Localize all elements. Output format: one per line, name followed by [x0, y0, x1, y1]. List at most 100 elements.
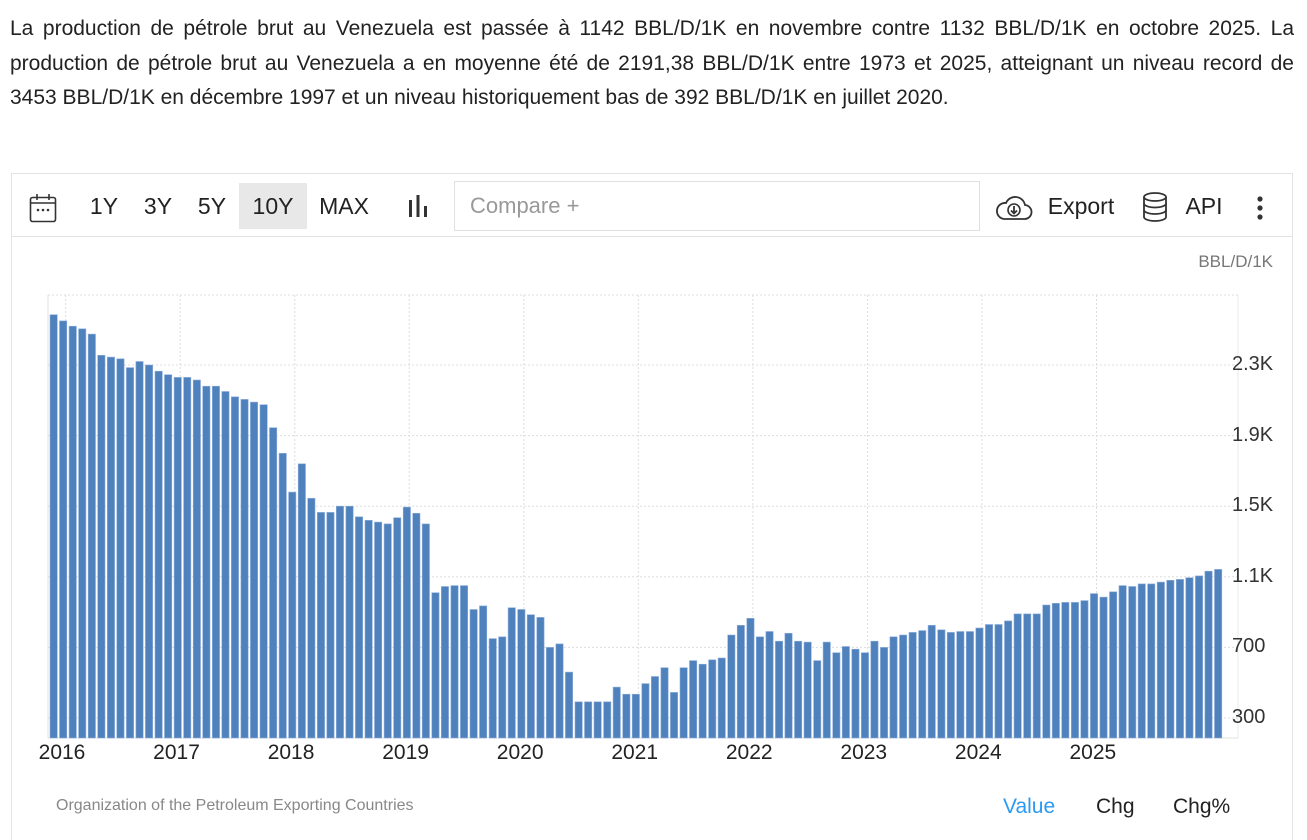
bar[interactable] — [1195, 575, 1204, 739]
bar[interactable] — [68, 325, 77, 739]
bar[interactable] — [775, 640, 784, 739]
bar[interactable] — [183, 377, 192, 739]
bar[interactable] — [460, 585, 468, 739]
bar[interactable] — [1147, 583, 1156, 739]
range-5y-button[interactable]: 5Y — [197, 193, 227, 219]
bar[interactable] — [107, 356, 115, 739]
bar[interactable] — [240, 399, 249, 739]
range-10y-button[interactable]: 10Y — [239, 183, 307, 229]
bar[interactable] — [794, 640, 803, 739]
bar[interactable] — [1080, 600, 1089, 739]
bar[interactable] — [927, 624, 936, 739]
bar[interactable] — [383, 523, 392, 739]
bar[interactable] — [297, 463, 306, 739]
bar[interactable] — [402, 506, 411, 739]
bar[interactable] — [221, 391, 230, 739]
bar[interactable] — [154, 370, 163, 739]
bar[interactable] — [975, 627, 984, 739]
bar[interactable] — [584, 701, 593, 739]
bar[interactable] — [326, 512, 335, 739]
bar[interactable] — [698, 663, 707, 739]
bar[interactable] — [1099, 596, 1108, 739]
bar[interactable] — [145, 364, 153, 739]
bar[interactable] — [670, 692, 679, 739]
bar[interactable] — [1185, 577, 1194, 739]
bar[interactable] — [946, 632, 955, 739]
bar[interactable] — [250, 401, 258, 739]
bar[interactable] — [603, 701, 612, 739]
bar[interactable] — [593, 701, 602, 739]
bar[interactable] — [1118, 585, 1127, 739]
bar[interactable] — [841, 646, 850, 739]
bar-chart-icon[interactable] — [406, 194, 430, 223]
bar[interactable] — [498, 636, 507, 739]
bar[interactable] — [126, 367, 135, 739]
bar[interactable] — [622, 693, 631, 739]
bar[interactable] — [1042, 604, 1051, 739]
bar[interactable] — [1214, 569, 1223, 739]
bar[interactable] — [860, 652, 869, 739]
bar[interactable] — [880, 647, 889, 739]
bar[interactable] — [412, 512, 421, 739]
bar[interactable] — [1004, 620, 1013, 739]
bar[interactable] — [918, 630, 927, 739]
bar[interactable] — [316, 512, 325, 739]
mode-value-tab[interactable]: Value — [1003, 795, 1056, 818]
bar[interactable] — [717, 657, 726, 739]
bar[interactable] — [708, 659, 717, 739]
bar[interactable] — [1071, 602, 1079, 739]
bar[interactable] — [192, 379, 201, 739]
bar[interactable] — [1176, 579, 1184, 739]
bar[interactable] — [1166, 579, 1175, 739]
bar[interactable] — [345, 505, 354, 739]
bar[interactable] — [689, 660, 698, 739]
bar[interactable] — [536, 617, 545, 739]
bar[interactable] — [565, 671, 574, 739]
bar[interactable] — [985, 624, 994, 739]
bar[interactable] — [660, 667, 669, 739]
bar[interactable] — [231, 396, 239, 739]
bar[interactable] — [469, 609, 478, 739]
bar[interactable] — [650, 676, 659, 739]
export-button[interactable]: Export — [1047, 193, 1115, 219]
bar[interactable] — [1061, 602, 1070, 739]
bar[interactable] — [421, 523, 430, 739]
more-vertical-icon[interactable] — [1256, 196, 1264, 225]
bar[interactable] — [555, 643, 564, 739]
bar[interactable] — [364, 519, 373, 739]
bar[interactable] — [1137, 583, 1146, 739]
bar[interactable] — [574, 701, 583, 739]
bar[interactable] — [736, 624, 745, 739]
bar[interactable] — [994, 624, 1003, 739]
bar[interactable] — [1156, 581, 1165, 739]
bar[interactable] — [822, 641, 831, 739]
bar[interactable] — [517, 609, 526, 739]
bar[interactable] — [965, 631, 974, 739]
bar[interactable] — [755, 636, 764, 739]
calendar-icon[interactable] — [29, 193, 57, 228]
bar[interactable] — [956, 631, 965, 739]
mode-chg-percent-tab[interactable]: Chg% — [1173, 795, 1231, 818]
bar[interactable] — [1109, 591, 1118, 739]
bar[interactable] — [269, 427, 278, 739]
bar[interactable] — [612, 686, 621, 739]
bar[interactable] — [784, 632, 793, 739]
bar[interactable] — [545, 647, 554, 739]
bar[interactable] — [393, 517, 402, 739]
range-max-button[interactable]: MAX — [319, 193, 369, 219]
bar[interactable] — [889, 636, 898, 739]
bar[interactable] — [1204, 570, 1213, 739]
bar[interactable] — [746, 617, 755, 739]
bar[interactable] — [908, 632, 917, 739]
bar[interactable] — [631, 693, 640, 739]
bar[interactable] — [335, 505, 344, 739]
bar[interactable] — [202, 385, 211, 739]
bar[interactable] — [813, 660, 822, 739]
bar[interactable] — [1090, 593, 1099, 739]
mode-chg-tab[interactable]: Chg — [1096, 795, 1135, 818]
bar[interactable] — [727, 634, 736, 739]
bar[interactable] — [899, 634, 908, 739]
bar[interactable] — [641, 683, 650, 739]
bar[interactable] — [116, 358, 125, 739]
bar[interactable] — [355, 516, 363, 739]
